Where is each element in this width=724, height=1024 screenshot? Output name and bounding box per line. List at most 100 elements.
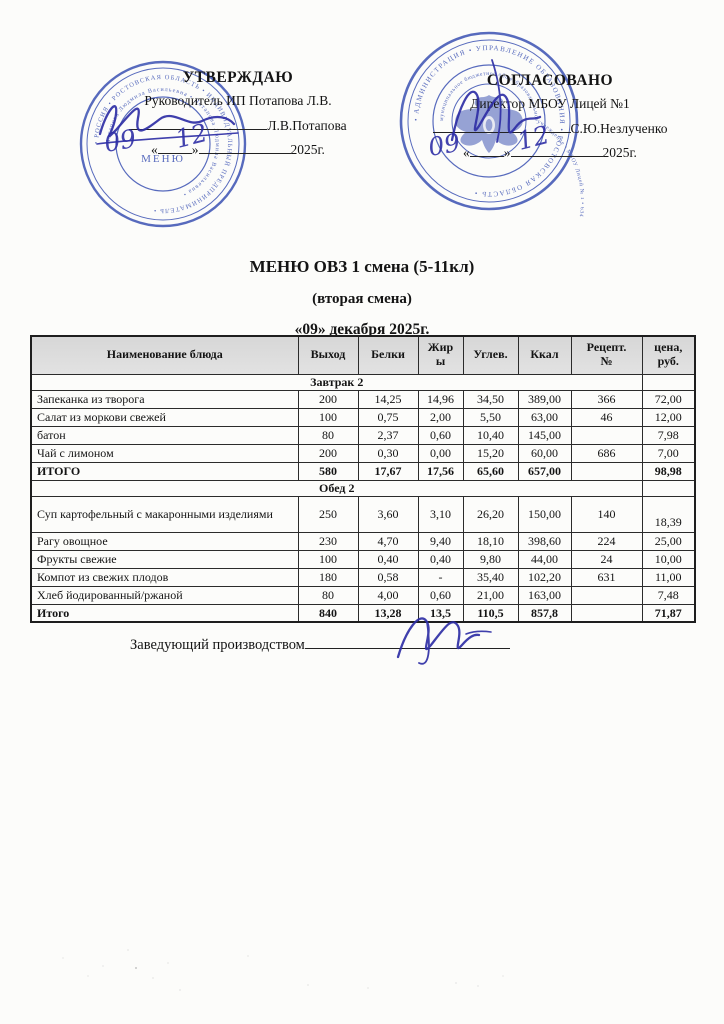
value-cell: 11,00 <box>641 567 696 587</box>
dish-name-cell: Итого <box>30 603 299 623</box>
value-cell: 7,00 <box>641 443 696 463</box>
value-cell: 224 <box>570 531 643 551</box>
value-cell: 17,67 <box>357 461 419 481</box>
dish-name-cell: батон <box>30 425 299 445</box>
value-cell: 14,25 <box>357 389 419 409</box>
value-cell: - <box>417 567 464 587</box>
approval-right-year: 2025г. <box>602 144 637 160</box>
value-cell: 17,56 <box>417 461 464 481</box>
column-header: Жир ы <box>417 335 464 375</box>
value-cell: 200 <box>297 443 359 463</box>
value-cell: 24 <box>570 549 643 569</box>
dish-name-cell: Фрукты свежие <box>30 549 299 569</box>
value-cell: 34,50 <box>462 389 519 409</box>
dish-name-cell: Чай с лимоном <box>30 443 299 463</box>
value-cell: 102,20 <box>517 567 572 587</box>
approval-left-subtitle: Руководитель ИП Потапова Л.В. <box>144 93 332 109</box>
value-cell: 80 <box>297 425 359 445</box>
table-row: Запеканка из творога 200 14,25 14,96 34,50 38… <box>30 389 696 409</box>
value-cell: 7,48 <box>641 585 696 605</box>
approval-left-date-line: « » 2025г. <box>88 140 388 160</box>
dish-name-cell: Рагу овощное <box>30 531 299 551</box>
menu-title: МЕНЮ ОВЗ 1 смена (5-11кл) <box>249 257 475 276</box>
dish-name-cell: Компот из свежих плодов <box>30 567 299 587</box>
table-row: Хлеб йодированный/ржаной 80 4,00 0,60 21,00 1… <box>30 585 696 605</box>
day-underline <box>469 144 504 157</box>
header-row: Наименование блюда Выход Белки Жир ы Углев. К… <box>30 335 696 375</box>
month-underline <box>198 141 291 154</box>
menu-table-body: Завтрак 2 Запеканка из творога 200 14,25 14,… <box>30 373 696 623</box>
menu-table: Наименование блюда Выход Белки Жир ы Углев. К… <box>30 335 696 623</box>
value-cell: 0,60 <box>417 585 464 605</box>
column-header: Рецепт. № <box>570 335 643 375</box>
month-underline <box>510 144 603 157</box>
value-cell: 35,40 <box>462 567 519 587</box>
value-cell: 0,75 <box>357 407 419 427</box>
dish-name-cell: ИТОГО <box>30 461 299 481</box>
value-cell: 3,60 <box>357 495 419 533</box>
approval-right-signer: С.Ю.Незлученко <box>570 120 668 136</box>
value-cell: 857,8 <box>517 603 572 623</box>
value-cell: 72,00 <box>641 389 696 409</box>
value-cell: 2,37 <box>357 425 419 445</box>
value-cell: 389,00 <box>517 389 572 409</box>
value-cell: 631 <box>570 567 643 587</box>
value-cell: 46 <box>570 407 643 427</box>
value-cell: 98,98 <box>641 461 696 481</box>
section-row: Обед 2 <box>30 479 696 497</box>
value-cell: 10,40 <box>462 425 519 445</box>
section-price-cell <box>641 373 696 391</box>
approval-block-left: УТВЕРЖДАЮ Руководитель ИП Потапова Л.В. … <box>88 66 388 160</box>
approval-right-signature-line: С.Ю.Незлученко <box>400 119 700 139</box>
value-cell: 10,00 <box>641 549 696 569</box>
value-cell: 4,00 <box>357 585 419 605</box>
value-cell: 230 <box>297 531 359 551</box>
table-row: Салат из моркови свежей 100 0,75 2,00 5,50 63… <box>30 407 696 427</box>
section-title: Завтрак 2 <box>30 373 643 391</box>
column-header: Углев. <box>462 335 519 375</box>
value-cell: 5,50 <box>462 407 519 427</box>
value-cell: 9,40 <box>417 531 464 551</box>
approval-left-signature-line: Л.В.Потапова <box>88 116 388 136</box>
quote-close: » <box>503 144 511 160</box>
value-cell: 44,00 <box>517 549 572 569</box>
value-cell: 4,70 <box>357 531 419 551</box>
section-price-cell <box>641 479 696 497</box>
value-cell: 0,30 <box>357 443 419 463</box>
value-cell: 0,40 <box>417 549 464 569</box>
signature-underline <box>129 117 268 130</box>
value-cell: 686 <box>570 443 643 463</box>
stamp-left-center-text: МЕНЮ <box>141 153 185 165</box>
signature-underline <box>432 120 571 133</box>
column-header: цена, руб. <box>641 335 696 375</box>
dish-name-cell: Запеканка из творога <box>30 389 299 409</box>
value-cell: 7,98 <box>641 425 696 445</box>
section-row: Завтрак 2 <box>30 373 696 391</box>
value-cell: 13,28 <box>357 603 419 623</box>
value-cell <box>570 603 643 623</box>
value-cell: 25,00 <box>641 531 696 551</box>
value-cell: 200 <box>297 389 359 409</box>
column-header: Выход <box>297 335 359 375</box>
value-cell: 180 <box>297 567 359 587</box>
value-cell: 9,80 <box>462 549 519 569</box>
dish-name-cell: Суп картофельный с макаронными изделиями <box>30 495 299 533</box>
table-row: Итого 840 13,28 13,5 110,5 857,8 71,87 <box>30 603 696 623</box>
value-cell: 366 <box>570 389 643 409</box>
day-underline <box>157 141 192 154</box>
table-row: Фрукты свежие 100 0,40 0,40 9,80 44,00 24 10,00 <box>30 549 696 569</box>
menu-date: «09» декабря 2025г. <box>294 321 430 338</box>
value-cell <box>570 585 643 605</box>
value-cell: 398,60 <box>517 531 572 551</box>
table-row: Чай с лимоном 200 0,30 0,00 15,20 60,00 686 7,0… <box>30 443 696 463</box>
value-cell: 140 <box>570 495 643 533</box>
value-cell: 13,5 <box>417 603 464 623</box>
value-cell: 250 <box>297 495 359 533</box>
approval-left-title: УТВЕРЖДАЮ <box>182 69 294 86</box>
value-cell: 21,00 <box>462 585 519 605</box>
scan-noise <box>8 928 548 1008</box>
menu-subtitle: (вторая смена) <box>312 291 412 307</box>
value-cell: 18,10 <box>462 531 519 551</box>
dish-name-cell: Салат из моркови свежей <box>30 407 299 427</box>
value-cell: 100 <box>297 549 359 569</box>
